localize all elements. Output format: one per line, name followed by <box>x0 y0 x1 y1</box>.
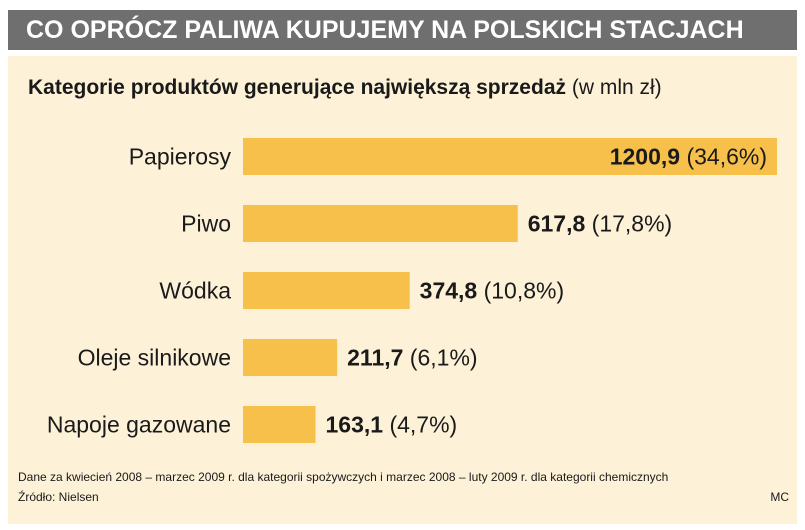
bar <box>243 205 518 242</box>
category-label: Napoje gazowane <box>47 412 231 438</box>
chart-title: Kategorie produktów generujące największ… <box>28 76 662 100</box>
data-label: 163,1 (4,7%) <box>326 412 458 438</box>
chart-title-unit: (w mln zł) <box>571 76 662 99</box>
category-label: Papierosy <box>129 144 232 170</box>
data-label: 211,7 (6,1%) <box>347 345 477 371</box>
bar <box>243 272 410 309</box>
source-note: Źródło: Nielsen <box>18 490 99 504</box>
author-credit: MC <box>770 490 789 504</box>
bar <box>243 406 316 443</box>
bar <box>243 339 338 376</box>
category-label: Oleje silnikowe <box>78 345 231 371</box>
data-label: 617,8 (17,8%) <box>528 211 673 237</box>
bar <box>243 138 777 175</box>
category-label: Wódka <box>159 278 231 304</box>
data-label: 374,8 (10,8%) <box>420 278 565 304</box>
category-label: Piwo <box>181 211 231 237</box>
data-label: 1200,9 (34,6%) <box>610 144 767 170</box>
footnote: Dane za kwiecień 2008 – marzec 2009 r. d… <box>18 470 669 484</box>
header-bar: CO OPRÓCZ PALIWA KUPUJEMY NA POLSKICH ST… <box>8 10 797 50</box>
chart-title-text: Kategorie produktów generujące największ… <box>28 76 566 99</box>
page-title: CO OPRÓCZ PALIWA KUPUJEMY NA POLSKICH ST… <box>26 16 744 44</box>
